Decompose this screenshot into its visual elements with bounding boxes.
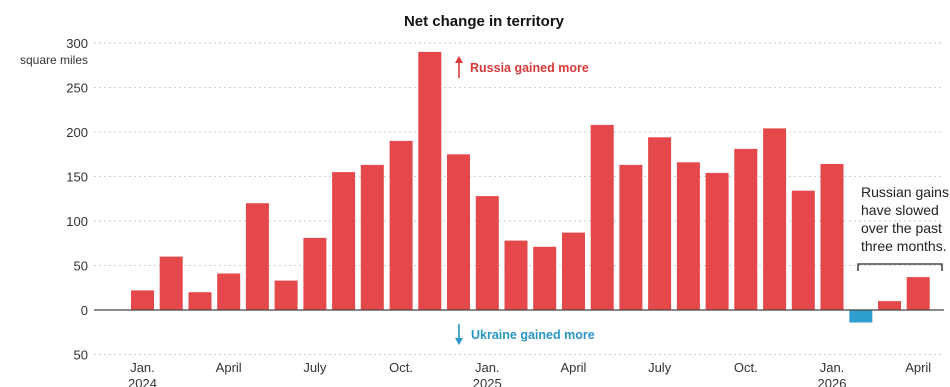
bars: [131, 51, 930, 323]
y-tick-label: 50: [74, 259, 88, 274]
chart-title: Net change in territory: [404, 13, 565, 30]
bar-2024-08: [332, 172, 356, 310]
bar-2026-04: [906, 277, 930, 310]
x-tick-year-label: 2024: [128, 376, 157, 387]
note-line-2: have slowed: [861, 202, 939, 218]
x-tick-label: Jan.: [820, 360, 845, 375]
x-tick-label: Jan.: [130, 360, 155, 375]
y-tick-label: 0: [81, 303, 88, 318]
bar-2024-12: [447, 154, 470, 311]
note-bracket: [857, 263, 943, 271]
bar-2024-05: [245, 203, 269, 310]
y-tick-label: 100: [66, 214, 88, 229]
x-tick-label: July: [303, 360, 327, 375]
bar-2024-11: [418, 51, 442, 311]
x-tick-label: April: [905, 360, 931, 375]
y-tick-label: 250: [66, 81, 88, 96]
bar-2025-01: [475, 196, 499, 310]
bar-2025-10: [734, 148, 758, 310]
bar-2025-09: [705, 172, 729, 310]
up-arrow-head-icon: [455, 56, 463, 63]
x-tick-label: July: [648, 360, 672, 375]
y-tick-label: 300: [66, 36, 88, 51]
bar-2025-07: [648, 137, 672, 310]
y-tick-label: 50: [74, 348, 88, 363]
bar-2024-01: [131, 290, 154, 310]
russia-annotation: Russia gained more: [455, 56, 589, 78]
slowdown-note: Russian gains have slowed over the past …: [857, 184, 949, 271]
ukraine-annotation: Ukraine gained more: [455, 324, 595, 345]
down-arrow-head-icon: [455, 338, 463, 345]
bar-2025-03: [533, 246, 557, 310]
bar-2024-10: [389, 140, 413, 310]
bar-2026-02: [849, 310, 873, 323]
x-tick-label: April: [560, 360, 586, 375]
bar-2025-11: [763, 128, 787, 310]
y-tick-label: 150: [66, 170, 88, 185]
x-tick-label: Jan.: [475, 360, 500, 375]
x-tick-label: April: [216, 360, 242, 375]
bar-2025-08: [676, 162, 700, 310]
bar-2025-04: [562, 232, 585, 310]
bar-2026-01: [820, 164, 844, 310]
bar-2025-12: [791, 190, 815, 310]
x-tick-year-label: 2026: [818, 376, 847, 387]
x-tick-label: Oct.: [734, 360, 758, 375]
note-line-1: Russian gains: [861, 184, 949, 200]
bar-2024-06: [274, 280, 298, 310]
bar-2026-03: [878, 301, 901, 310]
bar-2025-06: [619, 164, 643, 310]
bar-2024-07: [303, 237, 327, 310]
bar-2024-09: [360, 164, 384, 310]
russia-gained-label: Russia gained more: [470, 61, 589, 75]
bar-2024-04: [217, 273, 241, 310]
note-line-4: three months.: [861, 238, 947, 254]
x-tick-label: Oct.: [389, 360, 413, 375]
bar-2025-02: [504, 240, 528, 310]
bar-2024-03: [188, 292, 212, 310]
y-unit-label: square miles: [20, 53, 88, 67]
note-line-3: over the past: [861, 220, 942, 236]
y-axis-ticks: 300 250 200 150 100 50 0 50: [66, 36, 88, 363]
bar-2024-02: [159, 256, 183, 310]
bar-2025-05: [590, 124, 614, 311]
y-tick-label: 200: [66, 125, 88, 140]
ukraine-gained-label: Ukraine gained more: [471, 328, 595, 342]
x-tick-year-label: 2025: [473, 376, 502, 387]
